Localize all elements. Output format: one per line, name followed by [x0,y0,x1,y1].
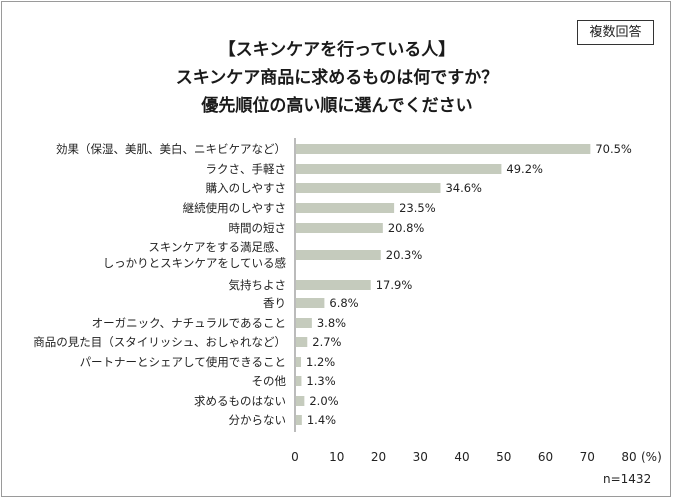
category-label: 分からない [229,413,287,427]
x-unit-label: (%) [641,450,662,464]
bar [296,415,302,425]
bar [296,337,308,347]
category-label: しっかりとスキンケアをしている感 [103,256,286,270]
chart-title: 【スキンケアを行っている人】 スキンケア商品に求めるものは何ですか？ 優先順位の… [0,36,674,120]
title-line-2: スキンケア商品に求めるものは何ですか？ [175,68,499,88]
bar [296,298,325,308]
category-label: 購入のしやすさ [206,181,286,195]
data-label: 49.2% [506,162,543,176]
x-tick-label: 30 [413,450,428,464]
bar [296,357,302,367]
data-label: 1.2% [306,355,335,369]
data-label: 23.5% [399,201,436,215]
data-label: 20.8% [388,221,425,235]
data-label: 1.4% [307,413,336,427]
sample-size-label: n=1432 [603,472,652,486]
data-label: 70.5% [595,142,632,156]
x-tick-label: 10 [329,450,344,464]
x-tick-label: 80 [621,450,636,464]
x-tick-label: 60 [538,450,553,464]
x-tick-label: 40 [454,450,469,464]
x-tick-label: 70 [580,450,595,464]
category-label: オーガニック、ナチュラルであること [92,316,286,330]
data-label: 2.7% [312,335,341,349]
category-label: スキンケアをする満足感、 [148,240,286,254]
data-label: 17.9% [376,278,413,292]
title-line-3: 優先順位の高い順に選んでください [201,96,473,116]
data-label: 3.8% [317,316,346,330]
category-label: ラクさ、手軽さ [206,162,287,176]
category-label: 時間の短さ [229,221,287,235]
bar [296,318,312,328]
data-label: 6.8% [329,296,358,310]
category-label: その他 [252,374,287,388]
bar [296,376,302,386]
category-label: 気持ちよさ [229,278,287,292]
bar [296,280,371,290]
data-label: 1.3% [306,374,335,388]
x-tick-label: 20 [371,450,386,464]
data-label: 34.6% [445,181,482,195]
category-label: 商品の見た目（スタイリッシュ、おしゃれなど） [33,335,286,349]
x-tick-label: 50 [496,450,511,464]
category-label: 求めるものはない [194,394,286,408]
bar [296,250,381,260]
category-label: 香り [263,296,286,310]
bar [296,144,591,154]
category-label: 効果（保湿、美肌、美白、ニキビケアなど） [56,142,286,156]
bar [296,164,502,174]
category-label: パートナーとシェアして使用できること [80,355,286,369]
title-line-1: 【スキンケアを行っている人】 [218,40,456,60]
bar [296,203,395,213]
bar [296,396,305,406]
bar [296,223,383,233]
multiple-answer-badge: 複数回答 [577,20,654,45]
data-label: 20.3% [386,248,423,262]
category-label: 継続使用のしやすさ [183,201,286,215]
data-label: 2.0% [309,394,338,408]
bar [296,183,441,193]
x-tick-label: 0 [291,450,299,464]
